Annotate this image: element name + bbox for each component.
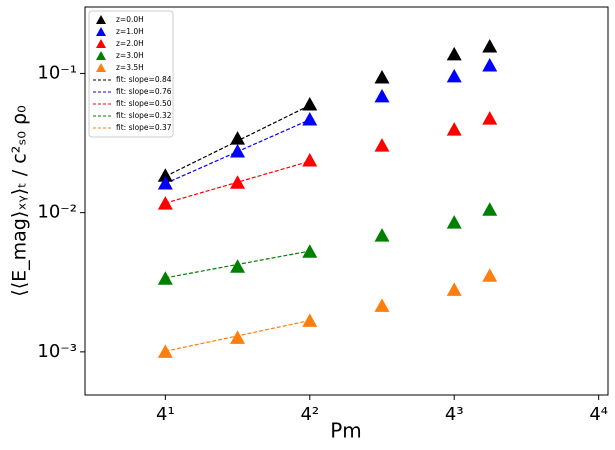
plot-frame [84,6,609,396]
marker [157,344,173,358]
marker [302,152,318,167]
legend-label: fit: slope=0.37 [116,123,172,132]
legend-label: fit: slope=0.76 [116,87,172,96]
legend-marker [96,63,106,72]
marker [374,298,390,312]
marker [302,244,318,258]
marker [482,111,498,125]
marker [482,268,498,282]
legend-marker [96,27,106,36]
marker [157,196,173,210]
legend-marker [96,39,106,48]
marker [374,138,390,152]
marker [302,313,318,327]
marker [157,168,173,182]
x-axis-label: Pm [330,419,362,443]
marker [302,111,318,126]
legend-label: fit: slope=0.32 [116,111,172,120]
legend-label: z=1.0H [116,27,144,36]
marker [157,271,173,285]
x-tick-label: 4² [300,404,319,425]
legend-label: fit: slope=0.84 [116,75,172,84]
marker [157,175,173,190]
marker [302,97,318,111]
marker [446,46,462,61]
legend-marker [96,15,106,24]
y-tick-label: 10⁻² [37,202,77,223]
y-tick-label: 10⁻¹ [37,62,77,83]
marker [230,259,246,273]
marker [374,69,390,84]
legend-label: z=3.0H [116,51,144,60]
marker [230,131,246,145]
marker [446,215,462,229]
x-tick-label: 4³ [445,404,464,425]
marker [230,175,246,189]
marker [446,282,462,296]
marker [446,68,462,83]
marker [482,58,498,72]
x-tick-label: 4¹ [156,404,175,425]
y-axis-label: ⟨⟨E_mag⟩ₓᵧ⟩ₜ / c²ₛ₀ ρ₀ [9,105,31,296]
legend-label: fit: slope=0.50 [116,99,172,108]
legend-marker [96,51,106,60]
marker [482,39,498,53]
legend-label: z=0.0H [116,15,144,24]
x-tick-label: 4⁴ [589,404,608,425]
legend-label: z=3.5H [116,63,144,72]
marker [374,88,390,103]
marker [482,202,498,216]
marker [230,143,246,158]
y-tick-label: 10⁻³ [37,341,77,362]
marker [446,122,462,136]
legend-label: z=2.0H [116,39,144,48]
marker [230,330,246,344]
marker [374,228,390,242]
legend-box [88,10,174,138]
